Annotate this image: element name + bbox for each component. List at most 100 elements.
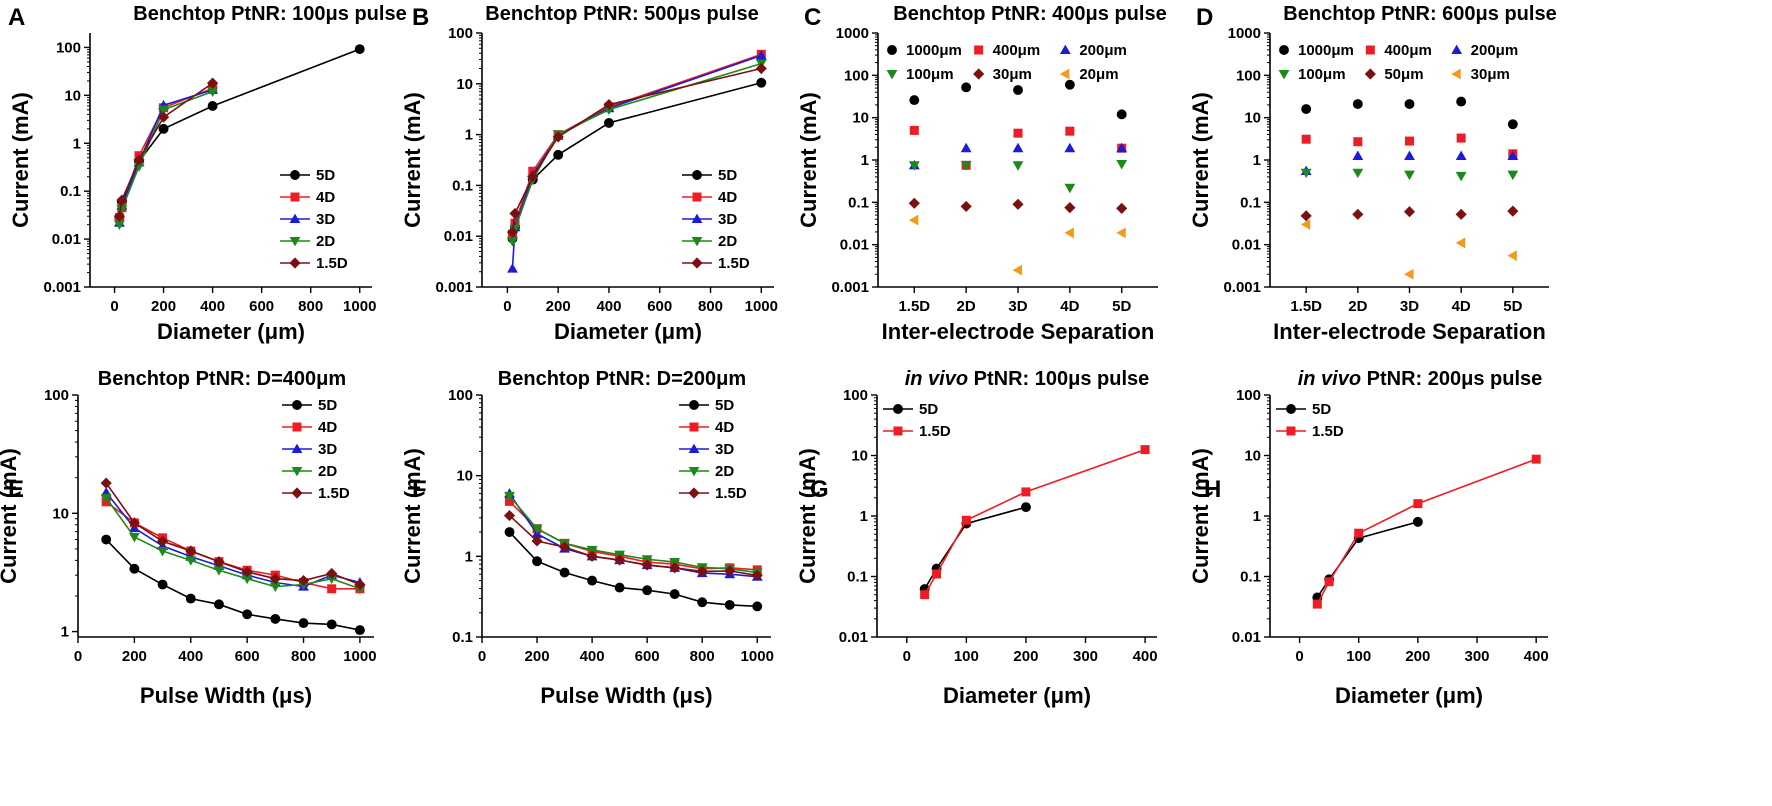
legend-label: 4D (318, 419, 337, 436)
series-line (508, 514, 758, 577)
legend-label: 5D (318, 397, 337, 414)
data-point (1413, 499, 1423, 509)
x-tick-label: 0 (1295, 648, 1303, 665)
series-4d (101, 497, 365, 594)
data-point (507, 237, 518, 247)
y-axis-label: Current (mA) (1188, 92, 1213, 228)
legend-label: 2D (318, 463, 337, 480)
legend-label: 5D (1312, 401, 1331, 418)
data-point (504, 527, 515, 538)
legend-label: 200μm (1079, 42, 1127, 59)
data-point (1013, 128, 1023, 138)
legend-marker (291, 443, 303, 454)
x-axis-label: Diameter (μm) (554, 319, 702, 344)
legend-marker (291, 487, 303, 499)
data-point (1012, 264, 1023, 276)
data-point (961, 515, 971, 525)
y-tick-label: 100 (448, 387, 473, 404)
legend-label: 5D (715, 397, 734, 414)
x-tick-label: 300 (1073, 648, 1098, 665)
data-point (270, 613, 281, 624)
data-point (326, 574, 338, 585)
data-point (527, 170, 539, 183)
title-part: PtNR: 200μs pulse (1361, 368, 1542, 390)
x-tick-label: 1.5D (898, 298, 930, 315)
x-tick-label: 100 (1346, 648, 1371, 665)
data-point (641, 559, 653, 571)
data-point (504, 491, 515, 502)
series-5d (101, 534, 365, 636)
legend: 1000μm 400μm 200μm 100μm 50μm 30μm (1278, 42, 1518, 83)
x-tick-label: 0 (110, 298, 118, 315)
series-line (118, 82, 214, 217)
y-axis-label: Current (mA) (400, 92, 425, 228)
x-axis-label: Diameter (μm) (157, 319, 305, 344)
data-point (756, 77, 767, 88)
legend-item: 4D (682, 189, 737, 206)
y-tick-label: 100 (448, 25, 473, 42)
legend: 1000μm 400μm 200μm 100μm 30μm 20μm (886, 42, 1127, 83)
y-tick-label: 1 (860, 508, 868, 525)
data-point (1353, 137, 1363, 147)
legend-item: 200μm (1451, 42, 1518, 59)
legend-marker (688, 487, 700, 499)
data-point (1064, 202, 1076, 214)
legend-marker (974, 45, 984, 55)
y-tick-label: 0.01 (839, 629, 868, 646)
data-point (207, 77, 219, 89)
series-line (105, 482, 361, 586)
legend-marker (973, 68, 985, 80)
y-tick-label: 1 (465, 127, 473, 144)
data-point (1352, 208, 1364, 220)
data-point (242, 609, 253, 620)
data-point (269, 582, 281, 593)
series-line (508, 531, 758, 608)
legend-label: 4D (316, 189, 335, 206)
x-tick-label: 3D (1400, 298, 1419, 315)
data-point (669, 589, 680, 600)
data-point (724, 599, 735, 610)
data-point (101, 534, 112, 545)
y-tick-label: 10 (456, 76, 473, 93)
series-line (508, 493, 758, 578)
legend-label: 1.5D (919, 423, 951, 440)
data-point (185, 593, 196, 604)
data-point (298, 618, 309, 629)
x-tick-label: 1000 (745, 298, 778, 315)
legend-marker (1059, 68, 1070, 80)
x-tick-label: 4D (1060, 298, 1079, 315)
series-20-m (908, 214, 1126, 276)
y-tick-label: 10 (852, 110, 869, 127)
legend-marker (1451, 44, 1463, 55)
data-point (128, 517, 140, 529)
data-point (214, 599, 224, 610)
series-2d (100, 493, 366, 595)
legend-marker (689, 400, 699, 410)
x-axis-label: Inter-electrode Separation (1273, 319, 1546, 344)
data-point (1455, 208, 1467, 220)
data-point (1404, 170, 1415, 181)
series-5d (1312, 516, 1423, 603)
x-tick-label: 1000 (343, 298, 376, 315)
legend-item: 20μm (1059, 66, 1119, 83)
legend-marker (1365, 45, 1375, 55)
legend-marker (289, 213, 301, 224)
panel-title: in vivo PtNR: 100μs pulse (905, 368, 1150, 390)
data-point (932, 569, 942, 579)
legend-label: 5D (718, 167, 737, 184)
data-point (960, 161, 972, 171)
series-30-m (1300, 219, 1517, 280)
panel-letter: A (8, 4, 25, 31)
title-part: Benchtop PtNR: D=200μm (498, 368, 746, 390)
legend-marker (689, 422, 699, 432)
x-tick-label: 5D (1503, 298, 1522, 315)
legend-item: 30μm (1451, 66, 1510, 83)
series-line (105, 497, 361, 590)
data-point (1455, 150, 1467, 160)
data-point (503, 510, 516, 522)
y-tick-label: 1 (1253, 152, 1261, 169)
data-point (553, 149, 564, 160)
series-2d (504, 491, 763, 578)
series-100-m (908, 160, 1128, 194)
data-point (1116, 160, 1128, 170)
